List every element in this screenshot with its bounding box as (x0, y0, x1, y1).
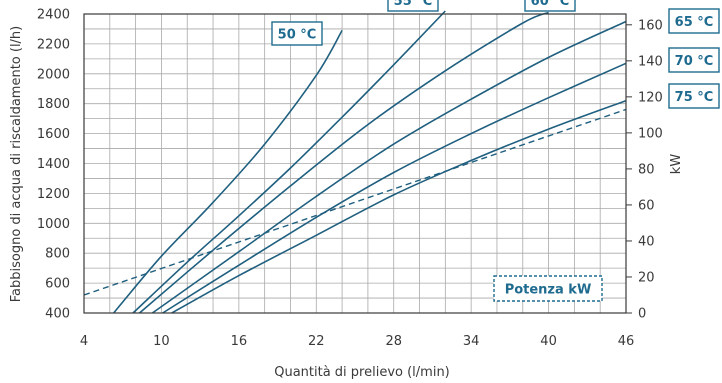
curve-label-65-text: 65 °C (675, 15, 714, 30)
y2-tick-label: 60 (638, 198, 655, 213)
y-tick-label: 800 (45, 247, 70, 262)
curve-label-70: 70 °C (668, 47, 720, 73)
y2-tick-label: 100 (638, 126, 663, 141)
tick-labels: 4 10 16 22 28 34 40 464006008001000120014001600… (37, 8, 663, 350)
curve-label-60: 60 °C (524, 0, 576, 12)
y2-tick-label: 0 (638, 307, 646, 322)
x-axis-title: Quantità di prelievo (l/min) (274, 365, 450, 380)
curve-label-75-text: 75 °C (675, 90, 714, 105)
curve-label-50: 50 °C (271, 21, 323, 46)
curve-label-60-box (524, 0, 576, 12)
x-tick-label: 16 (231, 334, 248, 349)
curve-label-65: 65 °C (668, 8, 720, 34)
y2-tick-label: 80 (638, 162, 655, 177)
y-tick-label: 1200 (37, 187, 70, 202)
x-tick-label: 40 (540, 334, 557, 349)
curve-label-60-text: 60 °C (531, 0, 570, 9)
y2-tick-label: 140 (638, 54, 663, 69)
x-tick-label: 22 (308, 334, 325, 349)
x-tick-label: 46 (618, 334, 635, 349)
series-line-4 (162, 62, 627, 314)
series-line-5 (171, 99, 627, 314)
y-tick-label: 600 (45, 277, 70, 292)
curve-label-75-box (668, 83, 720, 109)
series-line-3 (151, 20, 627, 314)
curve-label-55: 55 °C (387, 0, 439, 12)
power-label-box (493, 275, 603, 302)
curves (83, 10, 627, 314)
x-tick-label: 28 (385, 334, 402, 349)
series-line-2 (138, 11, 549, 314)
y-tick-label: 1600 (37, 127, 70, 142)
curve-label-55-box (387, 0, 439, 12)
series-line-1 (132, 10, 446, 314)
x-tick-label: 10 (153, 334, 170, 349)
curve-label-70-box (668, 47, 720, 73)
y2-tick-label: 40 (638, 234, 655, 249)
y-tick-label: 2400 (37, 8, 70, 23)
curve-label-55-text: 55 °C (394, 0, 433, 9)
y2-axis-title: kW (669, 154, 684, 175)
curve-label-50-box (271, 21, 323, 46)
series-line-0 (113, 30, 343, 314)
y-tick-label: 1000 (37, 217, 70, 232)
power-line (83, 108, 627, 296)
curve-label-75: 75 °C (668, 83, 720, 109)
curve-label-65-box (668, 8, 720, 34)
y2-tick-label: 20 (638, 270, 655, 285)
power-label-text: Potenza kW (505, 283, 592, 298)
x-tick-label: 34 (463, 334, 480, 349)
plot-frame (83, 13, 627, 314)
y-axis-title: Fabbisogno di acqua di riscaldamento (l/… (9, 26, 24, 303)
curve-label-50-text: 50 °C (278, 28, 317, 43)
y-tick-label: 400 (45, 307, 70, 322)
y-tick-label: 1800 (37, 97, 70, 112)
curve-label-70-text: 70 °C (675, 54, 714, 69)
y-tick-label: 1400 (37, 157, 70, 172)
y2-tick-label: 160 (638, 18, 663, 33)
x-tick-label: 4 (80, 334, 88, 349)
y-tick-label: 2000 (37, 67, 70, 82)
y2-tick-label: 120 (638, 90, 663, 105)
y-tick-label: 2200 (37, 37, 70, 52)
power-label: Potenza kW (493, 275, 603, 302)
